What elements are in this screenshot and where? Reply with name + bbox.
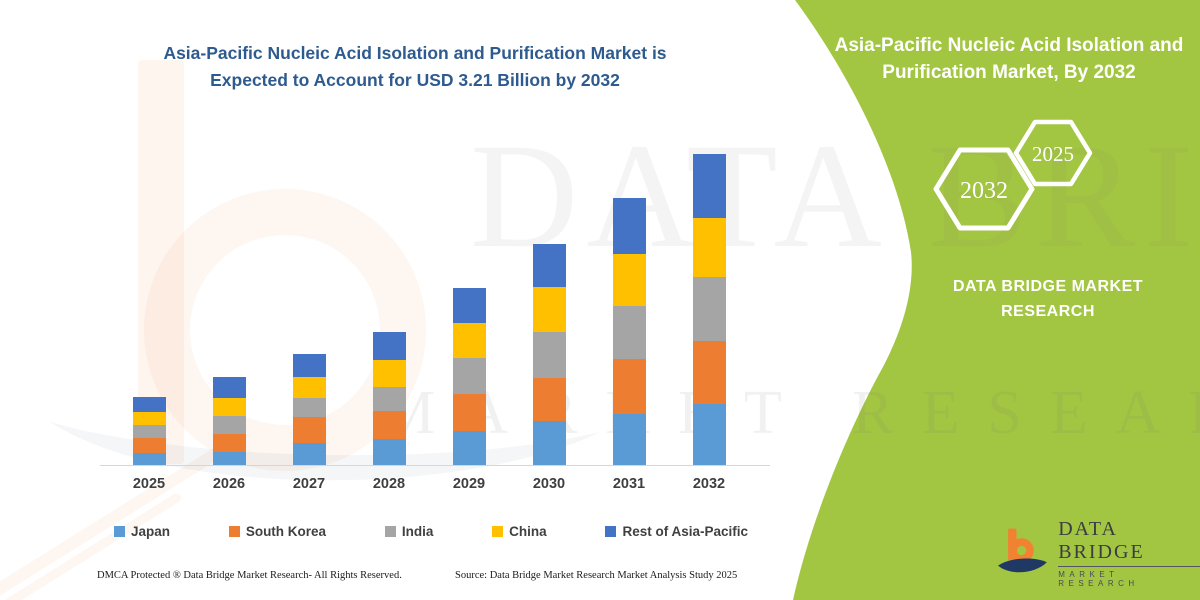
x-tick-2025: 2025	[132, 476, 166, 492]
bar-segment-2028-south-korea	[372, 410, 406, 439]
watermark-text-bottom: MARKET RESEARCH	[380, 379, 1200, 447]
legend-marker	[605, 526, 617, 537]
bar-segment-2029-rest-of-asia-pacific	[452, 287, 486, 324]
bar-segment-2030-china	[532, 286, 566, 333]
bar-segment-2026-india	[212, 415, 246, 434]
bar-segment-2025-south-korea	[132, 437, 166, 454]
bar-2030	[532, 243, 566, 465]
bar-segment-2032-japan	[692, 403, 726, 465]
logo-subtitle: MARKET RESEARCH	[1058, 570, 1139, 588]
hexagon-2032-label: 2032	[960, 178, 1008, 204]
legend-marker	[228, 526, 240, 537]
bar-2027	[292, 354, 326, 465]
dmca-notice: DMCA Protected ® Data Bridge Market Rese…	[97, 570, 402, 581]
bar-2028	[372, 332, 406, 465]
legend-label: China	[509, 524, 547, 539]
bar-segment-2030-rest-of-asia-pacific	[532, 243, 566, 287]
chart-title-line1: Asia-Pacific Nucleic Acid Isolation and …	[163, 43, 667, 63]
legend-label: Japan	[131, 524, 171, 539]
legend-item-south-korea: South Korea	[228, 524, 327, 539]
legend-marker	[492, 526, 504, 537]
logo-title: DATA BRIDGE	[1058, 518, 1200, 567]
year-hexagons: 2032 2025	[933, 119, 1093, 231]
bar-segment-2031-rest-of-asia-pacific	[612, 198, 646, 254]
bar-2032	[692, 153, 726, 465]
bar-segment-2027-india	[292, 398, 326, 418]
chart-legend: Japan South Korea India China Rest of Asia-P…	[114, 524, 748, 539]
bar-segment-2028-japan	[372, 438, 406, 465]
chart-title-line2: Expected to Account for USD 3.21 Billion…	[210, 70, 620, 90]
databridge-logo-icon	[998, 528, 1047, 573]
x-axis-line	[100, 465, 770, 466]
bar-segment-2029-india	[452, 358, 486, 395]
x-tick-2026: 2026	[212, 476, 246, 492]
legend-item-india: India	[384, 524, 434, 539]
hexagon-2025-outline	[1013, 119, 1093, 187]
bar-segment-2030-japan	[532, 421, 566, 465]
bar-segment-2028-india	[372, 387, 406, 411]
x-tick-2029: 2029	[452, 476, 486, 492]
bar-segment-2027-rest-of-asia-pacific	[292, 354, 326, 377]
bar-segment-2027-china	[292, 376, 326, 399]
bar-2031	[612, 198, 646, 465]
bar-segment-2032-china	[692, 217, 726, 277]
x-tick-2032: 2032	[692, 476, 726, 492]
bar-segment-2027-south-korea	[292, 417, 326, 443]
stacked-bar-plot	[132, 153, 726, 465]
bar-segment-2029-japan	[452, 431, 486, 465]
bar-2029	[452, 287, 486, 465]
bar-segment-2031-india	[612, 305, 646, 360]
legend-marker	[114, 526, 125, 537]
bar-segment-2030-india	[532, 332, 566, 378]
bar-segment-2026-japan	[212, 452, 246, 465]
hexagon-2025-label: 2025	[1032, 142, 1074, 166]
legend-item-rest-of-asia-pacific: Rest of Asia-Pacific	[605, 524, 748, 539]
watermark-text-top: DATA BRIDGE	[470, 113, 1200, 279]
bar-2026	[212, 376, 246, 465]
hexagon-2032-outline	[933, 147, 1035, 231]
legend-label: South Korea	[245, 524, 327, 539]
bar-segment-2031-china	[612, 253, 646, 306]
legend-marker	[384, 526, 396, 537]
legend-item-japan: Japan	[114, 524, 170, 539]
panel-heading: Asia-Pacific Nucleic Acid Isolation and …	[834, 35, 1184, 83]
bar-segment-2025-japan	[132, 453, 166, 465]
source-note: Source: Data Bridge Market Research Mark…	[455, 570, 738, 581]
bar-segment-2032-india	[692, 276, 726, 341]
bar-segment-2025-india	[132, 425, 166, 438]
bar-segment-2030-south-korea	[532, 377, 566, 422]
bar-segment-2029-south-korea	[452, 394, 486, 432]
legend-label: India	[401, 524, 434, 539]
bar-segment-2027-japan	[292, 442, 326, 465]
bar-segment-2026-china	[212, 398, 246, 416]
bar-segment-2028-china	[372, 360, 406, 388]
legend-label: Rest of Asia-Pacific	[622, 524, 748, 539]
bar-segment-2025-china	[132, 411, 166, 426]
databridge-logo: DATA BRIDGE MARKET RESEARCH	[998, 518, 1200, 588]
panel-brand-name: DATA BRIDGE MARKET RESEARCH	[952, 278, 1144, 320]
x-tick-2031: 2031	[612, 476, 646, 492]
x-tick-2028: 2028	[372, 476, 406, 492]
bar-segment-2026-rest-of-asia-pacific	[212, 376, 246, 399]
bar-segment-2026-south-korea	[212, 433, 246, 453]
x-tick-2027: 2027	[292, 476, 326, 492]
chart-title: Asia-Pacific Nucleic Acid Isolation and …	[90, 40, 740, 94]
bar-segment-2028-rest-of-asia-pacific	[372, 332, 406, 361]
bar-segment-2029-china	[452, 323, 486, 359]
bar-segment-2025-rest-of-asia-pacific	[132, 397, 166, 412]
bar-segment-2032-rest-of-asia-pacific	[692, 153, 726, 218]
bar-segment-2032-south-korea	[692, 340, 726, 404]
bar-segment-2031-japan	[612, 413, 646, 465]
x-tick-2030: 2030	[532, 476, 566, 492]
bar-2025	[132, 397, 166, 465]
bar-segment-2031-south-korea	[612, 359, 646, 414]
legend-item-china: China	[492, 524, 547, 539]
